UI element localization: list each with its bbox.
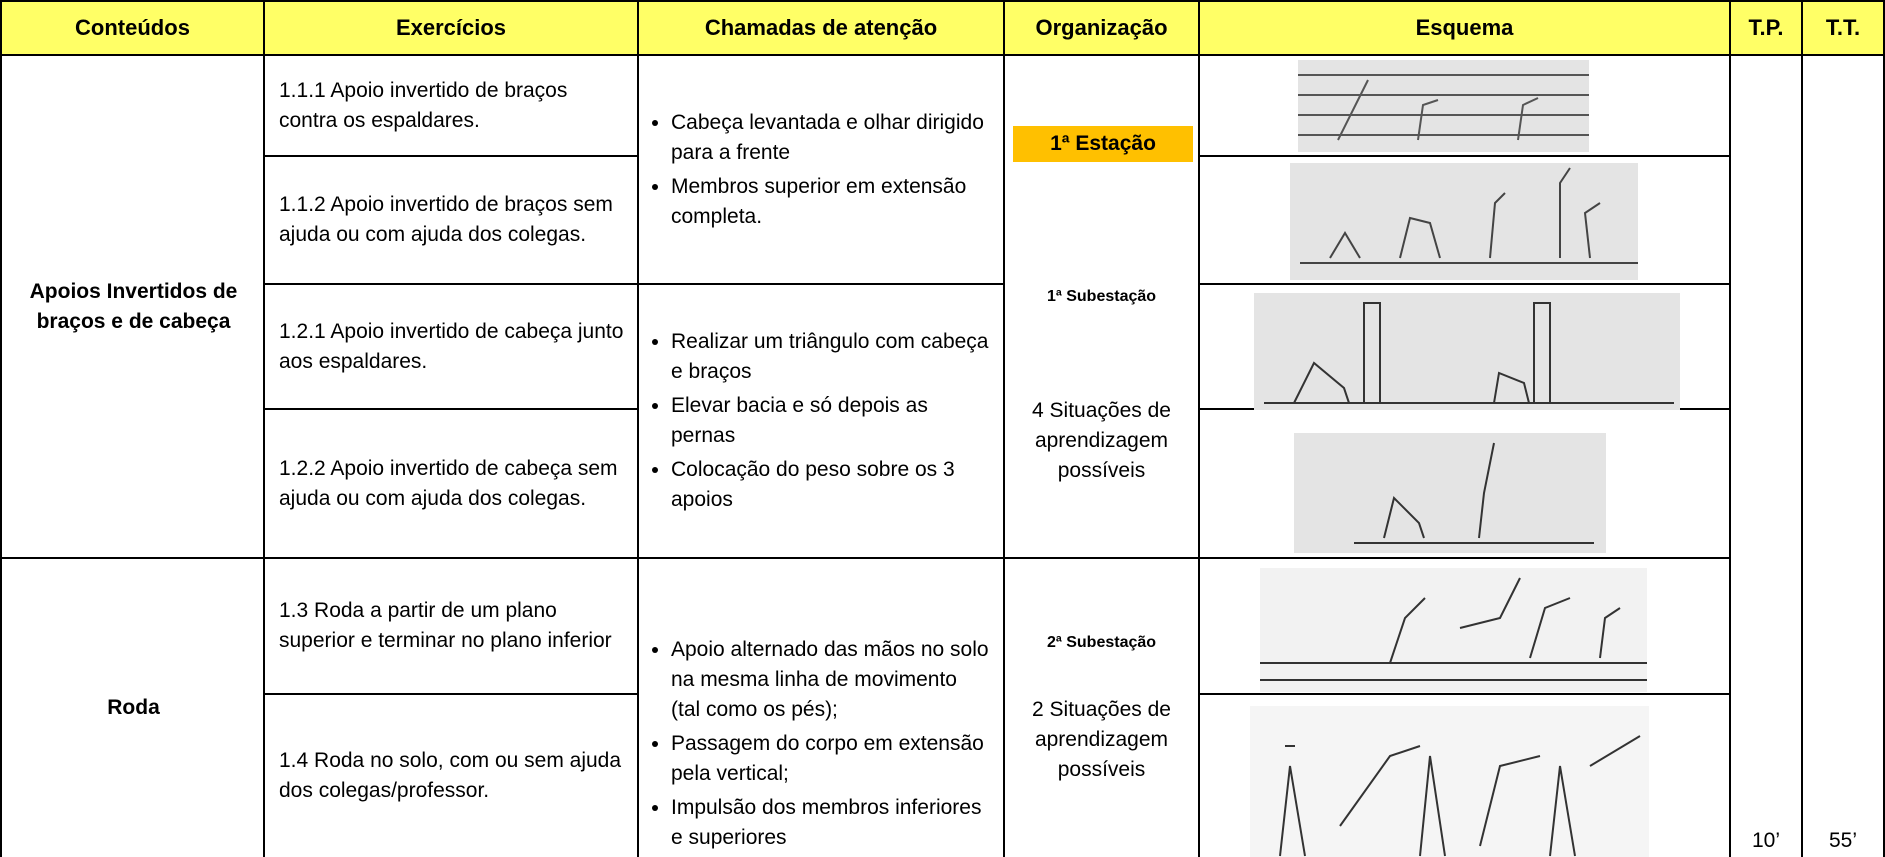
scheme-image	[1260, 568, 1647, 692]
scheme-cell	[1200, 410, 1731, 559]
organization-cell: 1ª Estação 1ª Subestação 4 Situações de …	[1005, 56, 1200, 559]
exercise-cell: 1.1.1 Apoio invertido de braços contra o…	[265, 56, 639, 157]
bullet-item: Realizar um triângulo com cabeça e braço…	[671, 327, 991, 387]
substation-title: 1ª Subestação	[1046, 288, 1157, 305]
header-cell: T.T.	[1803, 0, 1885, 56]
tp-cell: 10’	[1731, 56, 1803, 857]
header-cell: Esquema	[1200, 0, 1731, 56]
bullet-item: Elevar bacia e só depois as pernas	[671, 391, 991, 451]
attention-cell: Cabeça levantada e olhar dirigido para a…	[639, 56, 1005, 285]
scheme-image	[1294, 433, 1606, 553]
exercise-cell: 1.3 Roda a partir de um plano superior e…	[265, 559, 639, 695]
header-cell: Organização	[1005, 0, 1200, 56]
bullet-list: Apoio alternado das mãos no solo na mesm…	[653, 631, 991, 857]
scheme-cell	[1200, 559, 1731, 695]
exercise-cell: 1.2.1 Apoio invertido de cabeça junto ao…	[265, 285, 639, 410]
station-label: 1ª Estação	[1013, 126, 1193, 162]
scheme-image	[1298, 60, 1589, 152]
bullet-item: Cabeça levantada e olhar dirigido para a…	[671, 108, 991, 168]
header-cell: Conteúdos	[0, 0, 265, 56]
bullet-item: Membros superior em extensão completa.	[671, 172, 991, 232]
bullet-item: Impulsão dos membros inferiores e superi…	[671, 793, 991, 853]
header-cell: Exercícios	[265, 0, 639, 56]
scheme-image	[1290, 163, 1638, 280]
header-cell: Chamadas de atenção	[639, 0, 1005, 56]
tp-value: 10’	[1751, 829, 1781, 852]
exercise-cell: 1.2.2 Apoio invertido de cabeça sem ajud…	[265, 410, 639, 559]
content-cell: Apoios Invertidos de braços e de cabeça	[0, 56, 265, 559]
attention-cell: Realizar um triângulo com cabeça e braço…	[639, 285, 1005, 559]
scheme-cell	[1200, 157, 1731, 285]
bullet-list: Realizar um triângulo com cabeça e braço…	[653, 323, 991, 519]
substation-text: 2 Situações de aprendizagem possíveis	[1032, 698, 1171, 781]
scheme-image	[1254, 293, 1680, 410]
tt-cell: 55’	[1803, 56, 1885, 857]
scheme-cell	[1200, 695, 1731, 857]
scheme-image	[1250, 706, 1649, 857]
header-cell: T.P.	[1731, 0, 1803, 56]
bullet-item: Passagem do corpo em extensão pela verti…	[671, 729, 991, 789]
scheme-cell	[1200, 56, 1731, 157]
substation-title: 2ª Subestação	[1046, 634, 1157, 651]
exercise-cell: 1.4 Roda no solo, com ou sem ajuda dos c…	[265, 695, 639, 857]
bullet-list: Cabeça levantada e olhar dirigido para a…	[653, 104, 991, 236]
tt-value: 55’	[1828, 829, 1858, 852]
substation-text: 4 Situações de aprendizagem possíveis	[1032, 399, 1171, 482]
attention-cell: Apoio alternado das mãos no solo na mesm…	[639, 559, 1005, 857]
exercise-cell: 1.1.2 Apoio invertido de braços sem ajud…	[265, 157, 639, 285]
organization-cell: 2ª Subestação 2 Situações de aprendizage…	[1005, 559, 1200, 857]
content-cell: Roda	[0, 559, 265, 857]
bullet-item: Colocação do peso sobre os 3 apoios	[671, 455, 991, 515]
bullet-item: Apoio alternado das mãos no solo na mesm…	[671, 635, 991, 725]
